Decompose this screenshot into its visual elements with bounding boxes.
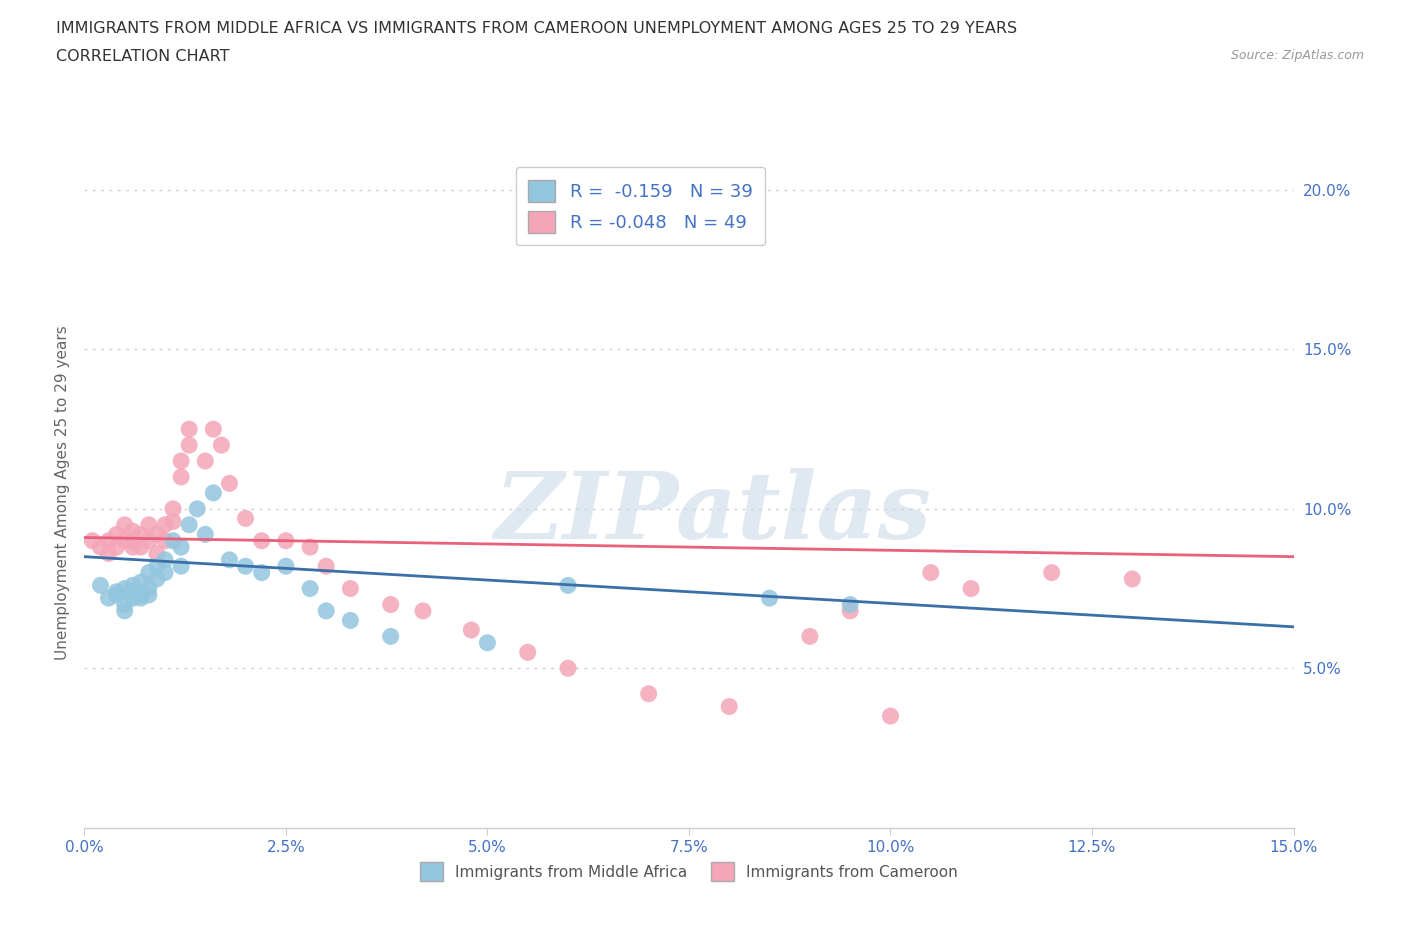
- Point: [315, 604, 337, 618]
- Point: [194, 454, 217, 469]
- Point: [114, 604, 136, 618]
- Point: [97, 591, 120, 605]
- Point: [299, 581, 322, 596]
- Point: [202, 485, 225, 500]
- Point: [718, 699, 741, 714]
- Point: [114, 581, 136, 596]
- Point: [146, 527, 169, 542]
- Point: [758, 591, 780, 605]
- Point: [637, 686, 659, 701]
- Point: [179, 421, 201, 436]
- Point: [557, 578, 579, 592]
- Point: [153, 533, 176, 548]
- Point: [839, 597, 862, 612]
- Point: [97, 533, 120, 548]
- Point: [879, 709, 901, 724]
- Point: [129, 591, 152, 605]
- Legend: Immigrants from Middle Africa, Immigrants from Cameroon: Immigrants from Middle Africa, Immigrant…: [415, 857, 963, 887]
- Point: [121, 578, 143, 592]
- Point: [162, 533, 184, 548]
- Point: [121, 591, 143, 605]
- Point: [97, 546, 120, 561]
- Point: [105, 539, 128, 554]
- Point: [153, 552, 176, 567]
- Point: [114, 533, 136, 548]
- Point: [170, 454, 193, 469]
- Point: [170, 559, 193, 574]
- Point: [105, 588, 128, 603]
- Point: [170, 539, 193, 554]
- Point: [146, 546, 169, 561]
- Point: [339, 613, 361, 628]
- Point: [274, 533, 297, 548]
- Point: [129, 575, 152, 590]
- Point: [299, 539, 322, 554]
- Point: [218, 476, 240, 491]
- Text: IMMIGRANTS FROM MIDDLE AFRICA VS IMMIGRANTS FROM CAMEROON UNEMPLOYMENT AMONG AGE: IMMIGRANTS FROM MIDDLE AFRICA VS IMMIGRA…: [56, 21, 1018, 36]
- Point: [82, 533, 104, 548]
- Point: [1040, 565, 1063, 580]
- Point: [105, 527, 128, 542]
- Point: [516, 644, 538, 659]
- Point: [105, 584, 128, 599]
- Point: [460, 622, 482, 637]
- Point: [202, 421, 225, 436]
- Point: [274, 559, 297, 574]
- Point: [218, 552, 240, 567]
- Point: [162, 514, 184, 529]
- Point: [799, 629, 821, 644]
- Point: [170, 470, 193, 485]
- Point: [121, 533, 143, 548]
- Point: [138, 581, 160, 596]
- Point: [477, 635, 499, 650]
- Text: Source: ZipAtlas.com: Source: ZipAtlas.com: [1230, 49, 1364, 62]
- Point: [235, 559, 257, 574]
- Point: [380, 597, 402, 612]
- Point: [89, 578, 111, 592]
- Point: [146, 572, 169, 587]
- Point: [121, 524, 143, 538]
- Point: [194, 527, 217, 542]
- Point: [839, 604, 862, 618]
- Point: [146, 559, 169, 574]
- Point: [162, 501, 184, 516]
- Point: [129, 588, 152, 603]
- Point: [960, 581, 983, 596]
- Point: [1121, 572, 1143, 587]
- Point: [138, 517, 160, 532]
- Y-axis label: Unemployment Among Ages 25 to 29 years: Unemployment Among Ages 25 to 29 years: [55, 326, 70, 660]
- Point: [315, 559, 337, 574]
- Point: [121, 584, 143, 599]
- Point: [138, 565, 160, 580]
- Point: [153, 565, 176, 580]
- Point: [250, 533, 273, 548]
- Text: ZIPatlas: ZIPatlas: [495, 468, 932, 558]
- Point: [89, 539, 111, 554]
- Point: [412, 604, 434, 618]
- Point: [380, 629, 402, 644]
- Point: [339, 581, 361, 596]
- Point: [121, 539, 143, 554]
- Text: CORRELATION CHART: CORRELATION CHART: [56, 49, 229, 64]
- Point: [153, 517, 176, 532]
- Point: [250, 565, 273, 580]
- Point: [179, 517, 201, 532]
- Point: [920, 565, 942, 580]
- Point: [235, 511, 257, 525]
- Point: [557, 661, 579, 676]
- Point: [209, 438, 232, 453]
- Point: [129, 527, 152, 542]
- Point: [138, 533, 160, 548]
- Point: [114, 517, 136, 532]
- Point: [138, 588, 160, 603]
- Point: [129, 539, 152, 554]
- Point: [179, 438, 201, 453]
- Point: [114, 597, 136, 612]
- Point: [186, 501, 208, 516]
